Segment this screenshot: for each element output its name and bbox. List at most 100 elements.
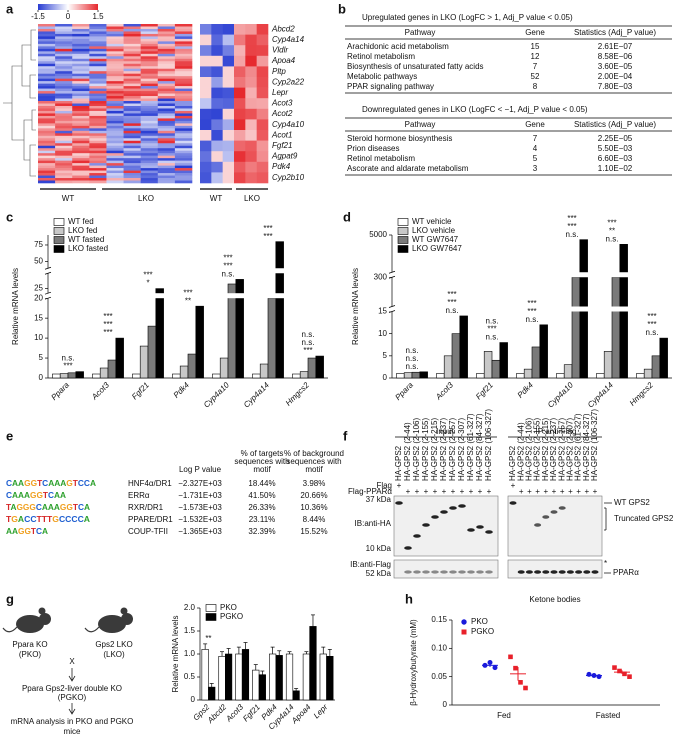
table-cell: 52 — [531, 72, 540, 81]
heatmap-cell — [106, 163, 124, 166]
heatmap-cell — [174, 58, 193, 62]
motif-letter: G — [24, 479, 31, 488]
table-cell: 2.25E−05 — [598, 134, 633, 143]
heatmap-cell — [106, 110, 124, 114]
band — [395, 501, 403, 505]
heatmap-cell — [245, 87, 257, 99]
lane-label: HA-GPS2 (2-44) — [403, 422, 412, 481]
heatmap-cell — [38, 51, 56, 55]
legend-label: WT GW7647 — [412, 235, 459, 244]
bar — [285, 653, 294, 701]
heatmap-cell — [106, 38, 124, 42]
heatmap-cell — [72, 26, 90, 30]
heatmap-cell — [157, 76, 176, 79]
heatmap-cell — [106, 61, 124, 65]
heatmap-cell — [72, 113, 90, 117]
table-header: Statistics (Adj_P value) — [574, 120, 656, 129]
heatmap-cell — [123, 31, 141, 35]
heatmap-cell — [256, 87, 269, 99]
bar — [315, 355, 324, 379]
heatmap-cell — [140, 31, 159, 35]
band — [467, 570, 475, 574]
heatmap-cell — [140, 81, 159, 84]
lane-sign: + — [593, 487, 598, 496]
lane-label: HA-GPS2 (2-307) — [566, 418, 575, 481]
heatmap-cell — [38, 68, 56, 72]
heatmap-cell — [123, 170, 141, 174]
lane-label: HA-GPS2 (106-327) — [590, 409, 599, 481]
heatmap-cell — [123, 128, 141, 132]
motif-letter: G — [60, 503, 66, 512]
heatmap-cell — [106, 135, 124, 139]
heatmap-cell — [200, 130, 212, 141]
heatmap-cell — [123, 140, 141, 144]
significance-label: n.s. — [606, 234, 619, 243]
x-tick-label: Cyp4a10 — [546, 380, 575, 409]
motif-letter: A — [54, 503, 60, 512]
bar — [267, 297, 277, 379]
heatmap-cell — [157, 133, 176, 137]
legend-label: LKO fasted — [68, 244, 108, 253]
legend-swatch — [397, 218, 409, 226]
lane-sign: + — [442, 487, 447, 496]
motif-logo: CAAAGGTCAA — [6, 491, 66, 500]
heatmap-cell — [89, 63, 107, 67]
motif-letter: A — [54, 479, 60, 488]
heatmap-cell — [140, 130, 159, 134]
heatmap-cell — [174, 128, 193, 132]
lane-sign: + — [560, 487, 565, 496]
heatmap-cell — [200, 98, 212, 110]
lane-label: HA-GPS2 (2-237) — [439, 418, 448, 481]
x-tick-label: Fgf21 — [241, 703, 262, 724]
heatmap-cell — [222, 119, 235, 131]
heatmap-cell — [106, 133, 124, 137]
motif-letter: G — [23, 503, 29, 512]
heatmap-cell — [38, 118, 56, 122]
heatmap-cell — [55, 105, 73, 109]
heatmap-cell — [157, 160, 176, 164]
bar — [218, 655, 226, 701]
heatmap-cell — [55, 28, 73, 32]
heatmap-cell — [38, 138, 56, 142]
heatmap-cell — [174, 83, 193, 87]
heatmap-cell — [55, 170, 73, 174]
band — [413, 570, 421, 574]
table-cell: 3.60E−05 — [598, 62, 633, 71]
heatmap-cell — [89, 178, 107, 181]
bar — [187, 353, 197, 379]
heatmap-cell — [157, 53, 176, 57]
band — [534, 570, 542, 574]
heatmap-cell — [123, 93, 141, 97]
table-cell: 7.80E−03 — [598, 82, 633, 91]
bar — [651, 355, 661, 379]
significance-label: *** — [263, 224, 272, 233]
band — [558, 570, 566, 574]
x-tick-label: Pdk4 — [172, 380, 192, 400]
significance-label: n.s. — [526, 315, 539, 324]
point — [513, 665, 518, 671]
heatmap-cell — [55, 51, 73, 55]
band — [550, 570, 558, 574]
heatmap-cell — [106, 180, 124, 184]
lane-label: HA-GPS2 (61-327) — [466, 413, 475, 481]
heatmap-cell — [140, 163, 159, 166]
heatmap-cell — [72, 110, 90, 114]
heatmap-cell — [157, 108, 176, 112]
heatmap-cell — [123, 88, 141, 92]
heatmap-cell — [72, 36, 90, 40]
heatmap-cell — [157, 81, 176, 84]
x-tick-label: Fgf21 — [474, 381, 495, 402]
heatmap-cell — [106, 173, 124, 176]
heatmap-cell — [89, 180, 107, 184]
heatmap-cell — [140, 46, 159, 50]
table-cell: −1.731E+03 — [178, 491, 222, 500]
bar — [92, 373, 101, 379]
heatmap-cell — [123, 165, 141, 169]
heatmap-cell — [38, 135, 56, 139]
heatmap-cell — [89, 36, 107, 40]
bar — [99, 367, 109, 379]
band — [542, 570, 550, 574]
x-tick-label: Abcd2 — [205, 702, 229, 726]
bar — [259, 363, 269, 379]
heatmap-cell — [140, 148, 159, 152]
